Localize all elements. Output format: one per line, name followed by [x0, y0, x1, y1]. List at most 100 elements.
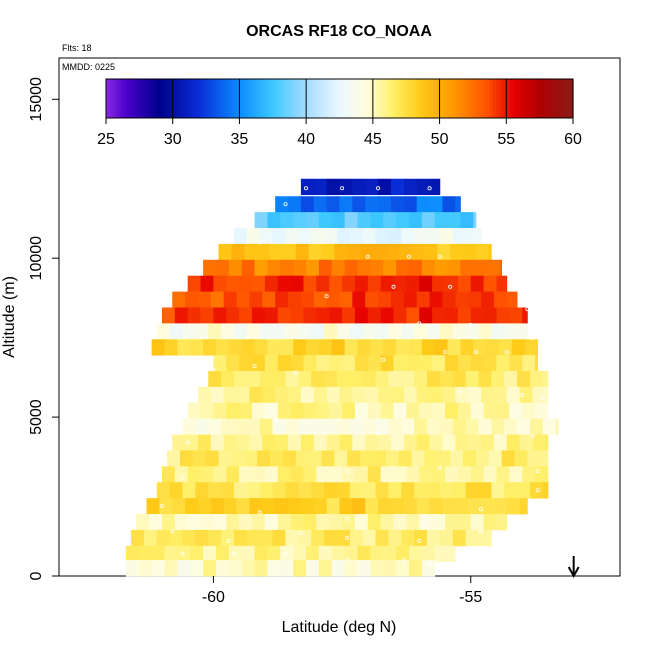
heatmap-cell	[421, 560, 436, 577]
colorbar-segment	[159, 79, 164, 118]
heatmap-cell	[437, 243, 451, 261]
heatmap-cell	[519, 434, 533, 451]
sample-marker	[324, 294, 329, 299]
colorbar-segment	[122, 79, 127, 118]
heatmap-cell	[370, 560, 384, 577]
colorbar-segment	[399, 79, 404, 118]
heatmap-cell	[522, 466, 536, 483]
heatmap-cell	[370, 212, 384, 229]
heatmap-cell	[362, 323, 376, 340]
heatmap-cell	[254, 339, 268, 356]
heatmap-cell	[429, 498, 443, 515]
heatmap-cell	[215, 259, 230, 277]
heatmap-cell	[455, 196, 461, 213]
heatmap-cell	[344, 339, 358, 356]
heatmap-cell	[380, 402, 394, 420]
colorbar-tick-label: 60	[564, 131, 582, 148]
heatmap-cell	[156, 482, 171, 499]
colorbar-segment	[569, 79, 574, 118]
colorbar-segment	[272, 79, 277, 118]
heatmap-cell	[357, 259, 371, 277]
heatmap-cell	[275, 196, 289, 213]
heatmap-cell	[478, 323, 492, 340]
heatmap-cell	[442, 434, 456, 451]
heatmap-cell	[190, 560, 204, 577]
heatmap-cell	[336, 323, 351, 340]
heatmap-cell	[529, 371, 544, 388]
heatmap-cell	[298, 529, 312, 547]
sample-marker	[494, 434, 499, 439]
heatmap-cell	[383, 560, 397, 577]
heatmap-cell	[316, 402, 330, 420]
heatmap-cell	[519, 498, 528, 515]
heatmap-cell	[419, 466, 433, 483]
heatmap-cell	[290, 355, 304, 372]
colorbar-segment	[369, 79, 374, 118]
heatmap-cell	[303, 275, 317, 292]
colorbar-segment	[212, 79, 217, 118]
heatmap-cell	[233, 323, 248, 340]
heatmap-cell	[460, 339, 474, 356]
heatmap-cell	[264, 355, 279, 372]
heatmap-cell	[244, 243, 258, 261]
heatmap-cell	[506, 434, 521, 451]
heatmap-cell	[149, 514, 163, 531]
heatmap-cell	[406, 466, 420, 483]
heatmap-cell	[421, 339, 436, 356]
heatmap-cell	[344, 545, 358, 563]
heatmap-cell	[177, 339, 191, 356]
colorbar-segment	[332, 79, 337, 118]
colorbar-segment	[392, 79, 397, 118]
heatmap-cell	[282, 243, 297, 261]
heatmap-cell	[280, 339, 294, 356]
colorbar-segment	[509, 79, 514, 118]
heatmap-cell	[372, 243, 387, 261]
heatmap-cell	[457, 355, 472, 372]
heatmap-cell	[151, 545, 165, 563]
heatmap-cell	[522, 307, 528, 324]
heatmap-cell	[468, 386, 482, 404]
heatmap-cell	[455, 291, 469, 308]
heatmap-cell	[249, 498, 263, 515]
heatmap-cell	[239, 307, 253, 324]
heatmap-cell	[288, 196, 302, 213]
heatmap-cell	[264, 514, 279, 531]
heatmap-cell	[233, 482, 248, 499]
heatmap-cell	[316, 307, 330, 324]
colorbar-segment	[179, 79, 184, 118]
colorbar-segment	[419, 79, 424, 118]
heatmap-cell	[421, 212, 436, 229]
sample-marker	[478, 529, 483, 534]
heatmap-cell	[200, 402, 214, 420]
heatmap-cell	[267, 560, 281, 577]
heatmap-cell	[470, 514, 485, 531]
heatmap-cell	[380, 275, 394, 292]
sample-markers	[159, 186, 545, 566]
heatmap-cell	[293, 339, 307, 356]
heatmap-cell	[367, 275, 382, 292]
heatmap-cell	[432, 355, 446, 372]
heatmap-cell	[259, 529, 273, 547]
heatmap-cell	[272, 482, 286, 499]
heatmap-cell	[419, 355, 433, 372]
sample-marker	[159, 504, 164, 509]
colorbar-tick-label: 55	[497, 131, 515, 148]
heatmap-cell	[146, 498, 160, 515]
heatmap-cell	[486, 339, 500, 356]
heatmap-cell	[362, 371, 376, 388]
heatmap-cell	[414, 482, 428, 499]
heatmap-cell	[316, 275, 330, 292]
heatmap-cell	[349, 529, 364, 547]
colorbar-segment	[462, 79, 467, 118]
heatmap-cell	[339, 196, 353, 213]
heatmap-cell	[365, 386, 379, 404]
heatmap-cell	[300, 178, 315, 196]
colorbar-segment	[286, 79, 291, 118]
heatmap-cell	[239, 466, 253, 483]
heatmap-cell	[439, 323, 454, 340]
heatmap-cell	[509, 466, 523, 483]
heatmap-cell	[231, 243, 245, 261]
heatmap-cell	[416, 434, 430, 451]
sample-marker	[376, 430, 381, 435]
heatmap-cell	[203, 259, 217, 277]
